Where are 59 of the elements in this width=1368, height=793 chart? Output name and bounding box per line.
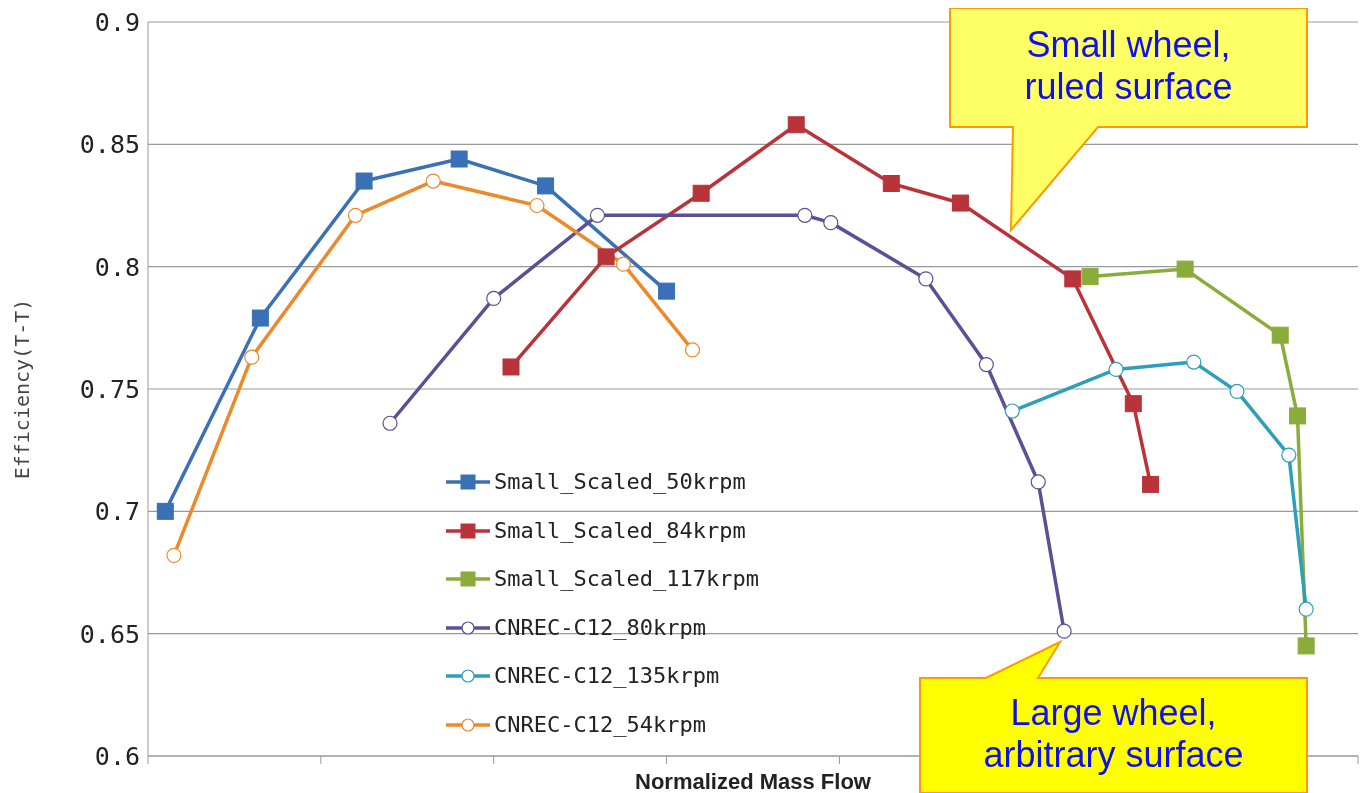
point <box>978 356 994 373</box>
y-tick-label: 0.75 <box>79 374 140 404</box>
point <box>597 248 615 266</box>
point <box>1030 474 1046 490</box>
y-tick-label: 0.8 <box>94 252 140 282</box>
point <box>1004 403 1020 419</box>
point <box>537 177 555 195</box>
point <box>589 207 606 223</box>
legend-label: Small_Scaled_84krpm <box>494 516 746 545</box>
point <box>882 174 900 192</box>
point <box>382 415 398 431</box>
legend-label: Small_Scaled_50krpm <box>494 468 746 496</box>
point <box>797 207 813 223</box>
point <box>1229 383 1245 400</box>
annotation: Large wheel, arbitrary surface <box>983 691 1244 775</box>
point <box>1124 395 1142 413</box>
point <box>951 194 969 212</box>
point <box>1297 637 1315 655</box>
legend-label: Small_Scaled_117krpm <box>494 565 759 593</box>
y-tick-label: 0.65 <box>79 619 140 649</box>
point <box>486 290 502 307</box>
point <box>823 215 839 231</box>
point <box>1186 354 1202 370</box>
y-tick-label: 0.6 <box>94 741 140 771</box>
legend-label: CNREC-C12_54krpm <box>494 710 706 739</box>
point <box>918 271 934 287</box>
annotation: Small wheel, ruled surface <box>1024 23 1233 107</box>
point <box>1176 260 1194 278</box>
point <box>1271 326 1289 344</box>
point <box>1298 601 1314 617</box>
point <box>450 150 468 168</box>
point <box>347 207 364 223</box>
y-tick-label: 0.85 <box>79 130 140 160</box>
y-axis-title: Efficiency(T-T) <box>10 298 35 480</box>
y-tick-label: 0.7 <box>94 497 140 527</box>
point <box>1289 407 1306 425</box>
point <box>1142 475 1160 493</box>
point <box>692 184 710 202</box>
point <box>502 358 520 376</box>
point <box>1108 361 1124 378</box>
point <box>658 282 676 300</box>
point <box>615 256 631 272</box>
point <box>1056 623 1072 639</box>
point <box>244 349 260 365</box>
point <box>1081 267 1099 285</box>
y-tick-label: 0.9 <box>94 7 140 37</box>
point <box>166 547 182 563</box>
point <box>425 173 441 189</box>
x-axis-title: Normalized Mass Flow <box>635 769 872 793</box>
point <box>1281 447 1297 463</box>
point <box>529 197 545 214</box>
point <box>355 172 373 190</box>
legend-label: CNREC-C12_135krpm <box>494 662 720 690</box>
point <box>1064 270 1082 288</box>
point <box>251 309 269 327</box>
legend-label: CNREC-C12_80krpm <box>494 613 706 642</box>
point <box>787 116 805 134</box>
point <box>684 342 701 358</box>
point <box>156 502 174 520</box>
